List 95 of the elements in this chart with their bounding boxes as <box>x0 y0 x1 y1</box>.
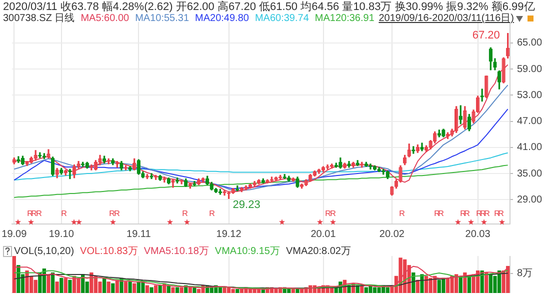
annotation: R <box>330 209 336 218</box>
chart-title: VOL(5,10,20) <box>14 246 74 257</box>
bar <box>236 288 240 293</box>
x-tick-label: 20.03 <box>465 228 491 240</box>
bar <box>106 282 110 293</box>
bar <box>446 278 450 293</box>
bar <box>372 287 377 293</box>
bar <box>377 287 381 293</box>
bar <box>175 287 180 293</box>
bar <box>218 287 222 293</box>
bar <box>222 287 226 293</box>
bar <box>488 274 493 293</box>
bar <box>145 285 150 293</box>
annotation: 29.23 <box>232 199 260 212</box>
x-tick-label: 19.11 <box>126 228 152 240</box>
bar <box>158 285 162 293</box>
annotation: R <box>36 209 42 218</box>
bar <box>111 283 115 293</box>
annotation: R <box>109 209 116 218</box>
bar <box>68 280 72 293</box>
annotation: R <box>27 209 34 218</box>
y-tick-label: 29.00 <box>517 194 542 206</box>
bar <box>291 288 296 293</box>
bar <box>274 288 278 293</box>
annotation: R <box>498 209 504 218</box>
annotation: R <box>438 209 444 218</box>
annotation: R <box>460 209 466 218</box>
x-tick-label: 19.10 <box>48 228 74 240</box>
bar <box>25 270 29 293</box>
annotation: R <box>182 209 188 218</box>
bar <box>428 278 432 293</box>
bar <box>150 287 154 293</box>
annotation: R <box>494 209 500 218</box>
text: MA20:49.80 <box>195 13 249 24</box>
bar <box>364 287 368 293</box>
bar <box>196 288 201 293</box>
bar <box>76 278 80 293</box>
annotation: R <box>31 209 38 218</box>
series-label: VOL:10.83万 <box>80 246 138 257</box>
annotation: R <box>325 209 332 218</box>
y-tick-label: 47.00 <box>517 116 542 128</box>
chart-subtitle: 300738.SZ 日线 <box>3 13 75 24</box>
bar <box>55 282 59 293</box>
bar <box>154 285 158 293</box>
bar <box>442 278 446 293</box>
bar <box>188 287 192 293</box>
y-tick-label: 35.00 <box>517 168 542 180</box>
text: MA10:55.31 <box>135 13 190 24</box>
bar <box>386 287 390 293</box>
text: VMA10:9.15万 <box>214 246 280 257</box>
annotation: R <box>484 209 490 218</box>
y-tick-label: 65.00 <box>517 38 542 49</box>
chart-title: 2020/03/11 收63.78 幅4.28%(2.62) 开62.00 高67.20 低61.50 均64.56 量10.83万 换30.99% 振9.32% 额6.99亿 <box>3 1 535 13</box>
annotation: R <box>476 209 482 218</box>
annotation: R <box>399 209 406 218</box>
bar <box>60 278 64 293</box>
x-tick-label: 20.02 <box>379 228 405 240</box>
annotation: R <box>480 209 486 218</box>
text: VMA5:10.18万 <box>144 246 209 257</box>
bar <box>287 288 291 293</box>
bar <box>424 276 428 293</box>
bar <box>231 288 235 293</box>
bar <box>180 287 184 293</box>
annotation: R <box>61 209 68 218</box>
bar <box>132 283 136 293</box>
y-tick-label: 53.00 <box>517 90 542 101</box>
bar <box>450 276 454 293</box>
x-tick-label: 19.09 <box>2 228 28 240</box>
text: MA60:39.74 <box>254 13 309 24</box>
bar <box>124 282 128 293</box>
bar <box>192 287 196 293</box>
bar <box>128 282 132 293</box>
annotation: R <box>114 209 120 218</box>
text: MA5:60.00 <box>80 13 130 24</box>
bar <box>34 280 38 293</box>
annotation: R <box>464 209 470 218</box>
annotation: R <box>209 209 216 218</box>
bar <box>296 288 300 293</box>
x-tick-label: 20.01 <box>310 228 336 240</box>
annotation: 2019/09/16-2020/03/11(116日) <box>378 13 514 25</box>
annotation: R <box>434 209 440 218</box>
annotation: 67.20 <box>472 29 500 42</box>
text: VMA20:8.02万 <box>286 246 351 257</box>
bar <box>16 265 20 293</box>
bar <box>64 278 68 293</box>
y-tick-label: 41.00 <box>517 142 542 154</box>
bar <box>102 278 106 293</box>
text: MA120:36.91 <box>314 13 374 24</box>
bar <box>171 287 175 293</box>
bar <box>46 274 50 293</box>
x-tick-label: 19.12 <box>216 228 242 240</box>
bar <box>226 287 231 293</box>
y-tick-label: 8万 <box>517 268 533 280</box>
y-tick-label: 59.00 <box>517 64 542 75</box>
bar <box>90 272 94 293</box>
